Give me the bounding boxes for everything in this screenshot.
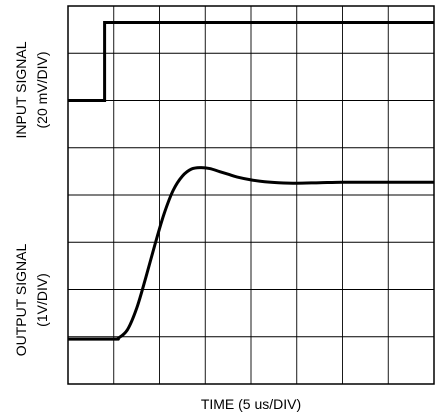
signal-traces (67, 21, 434, 341)
chart-grid (68, 6, 434, 384)
y-axis-label-output-line2: (1V/DIV) (34, 273, 50, 327)
y-axis-label-input-line2: (20 mV/DIV) (34, 51, 50, 128)
output-signal-trace (67, 166, 434, 341)
input-signal-trace (68, 21, 434, 102)
x-axis-label: TIME (5 us/DIV) (201, 396, 301, 412)
plot-frame (67, 5, 435, 385)
y-axis-label-output-line1: OUTPUT SIGNAL (13, 244, 29, 357)
y-axis-label-input-line1: INPUT SIGNAL (13, 41, 29, 138)
